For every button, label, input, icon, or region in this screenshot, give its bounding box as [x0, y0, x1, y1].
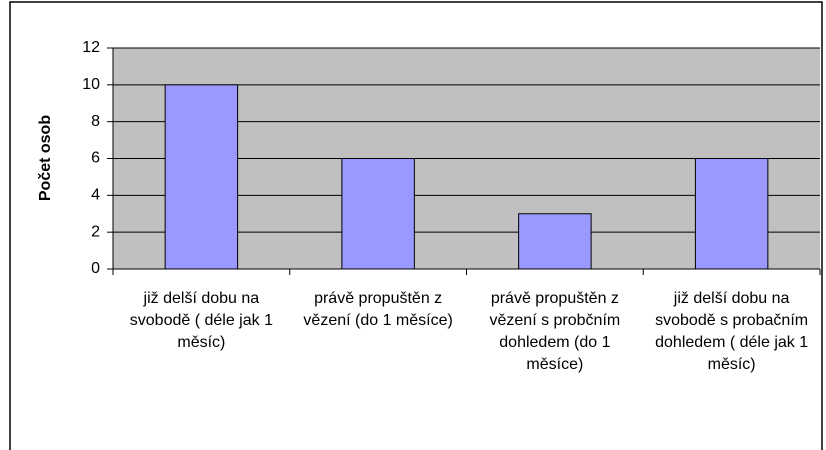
y-tick-label: 2 — [91, 223, 100, 240]
bar — [164, 84, 239, 270]
y-tick-label: 8 — [91, 113, 100, 130]
y-tick-label: 10 — [82, 76, 100, 93]
y-tick-label: 0 — [91, 260, 100, 277]
y-axis-label: Počet osob — [37, 115, 54, 201]
bar — [341, 158, 415, 270]
x-tick-label: právě propuštěn z vězení s probčním dohl… — [489, 290, 621, 373]
y-tick-label: 12 — [82, 39, 100, 56]
x-tick-label: právě propuštěn z vězení (do 1 měsíce) — [303, 290, 453, 329]
x-tick-label: již delší dobu na svobodě ( déle jak 1 m… — [129, 290, 273, 351]
x-tick-label: již delší dobu na svobodě s probačním do… — [655, 290, 809, 373]
chart-border — [9, 1, 823, 450]
y-tick-label: 6 — [91, 150, 100, 167]
y-tick-label: 4 — [91, 187, 100, 204]
bar — [694, 158, 769, 270]
bar — [518, 213, 592, 270]
